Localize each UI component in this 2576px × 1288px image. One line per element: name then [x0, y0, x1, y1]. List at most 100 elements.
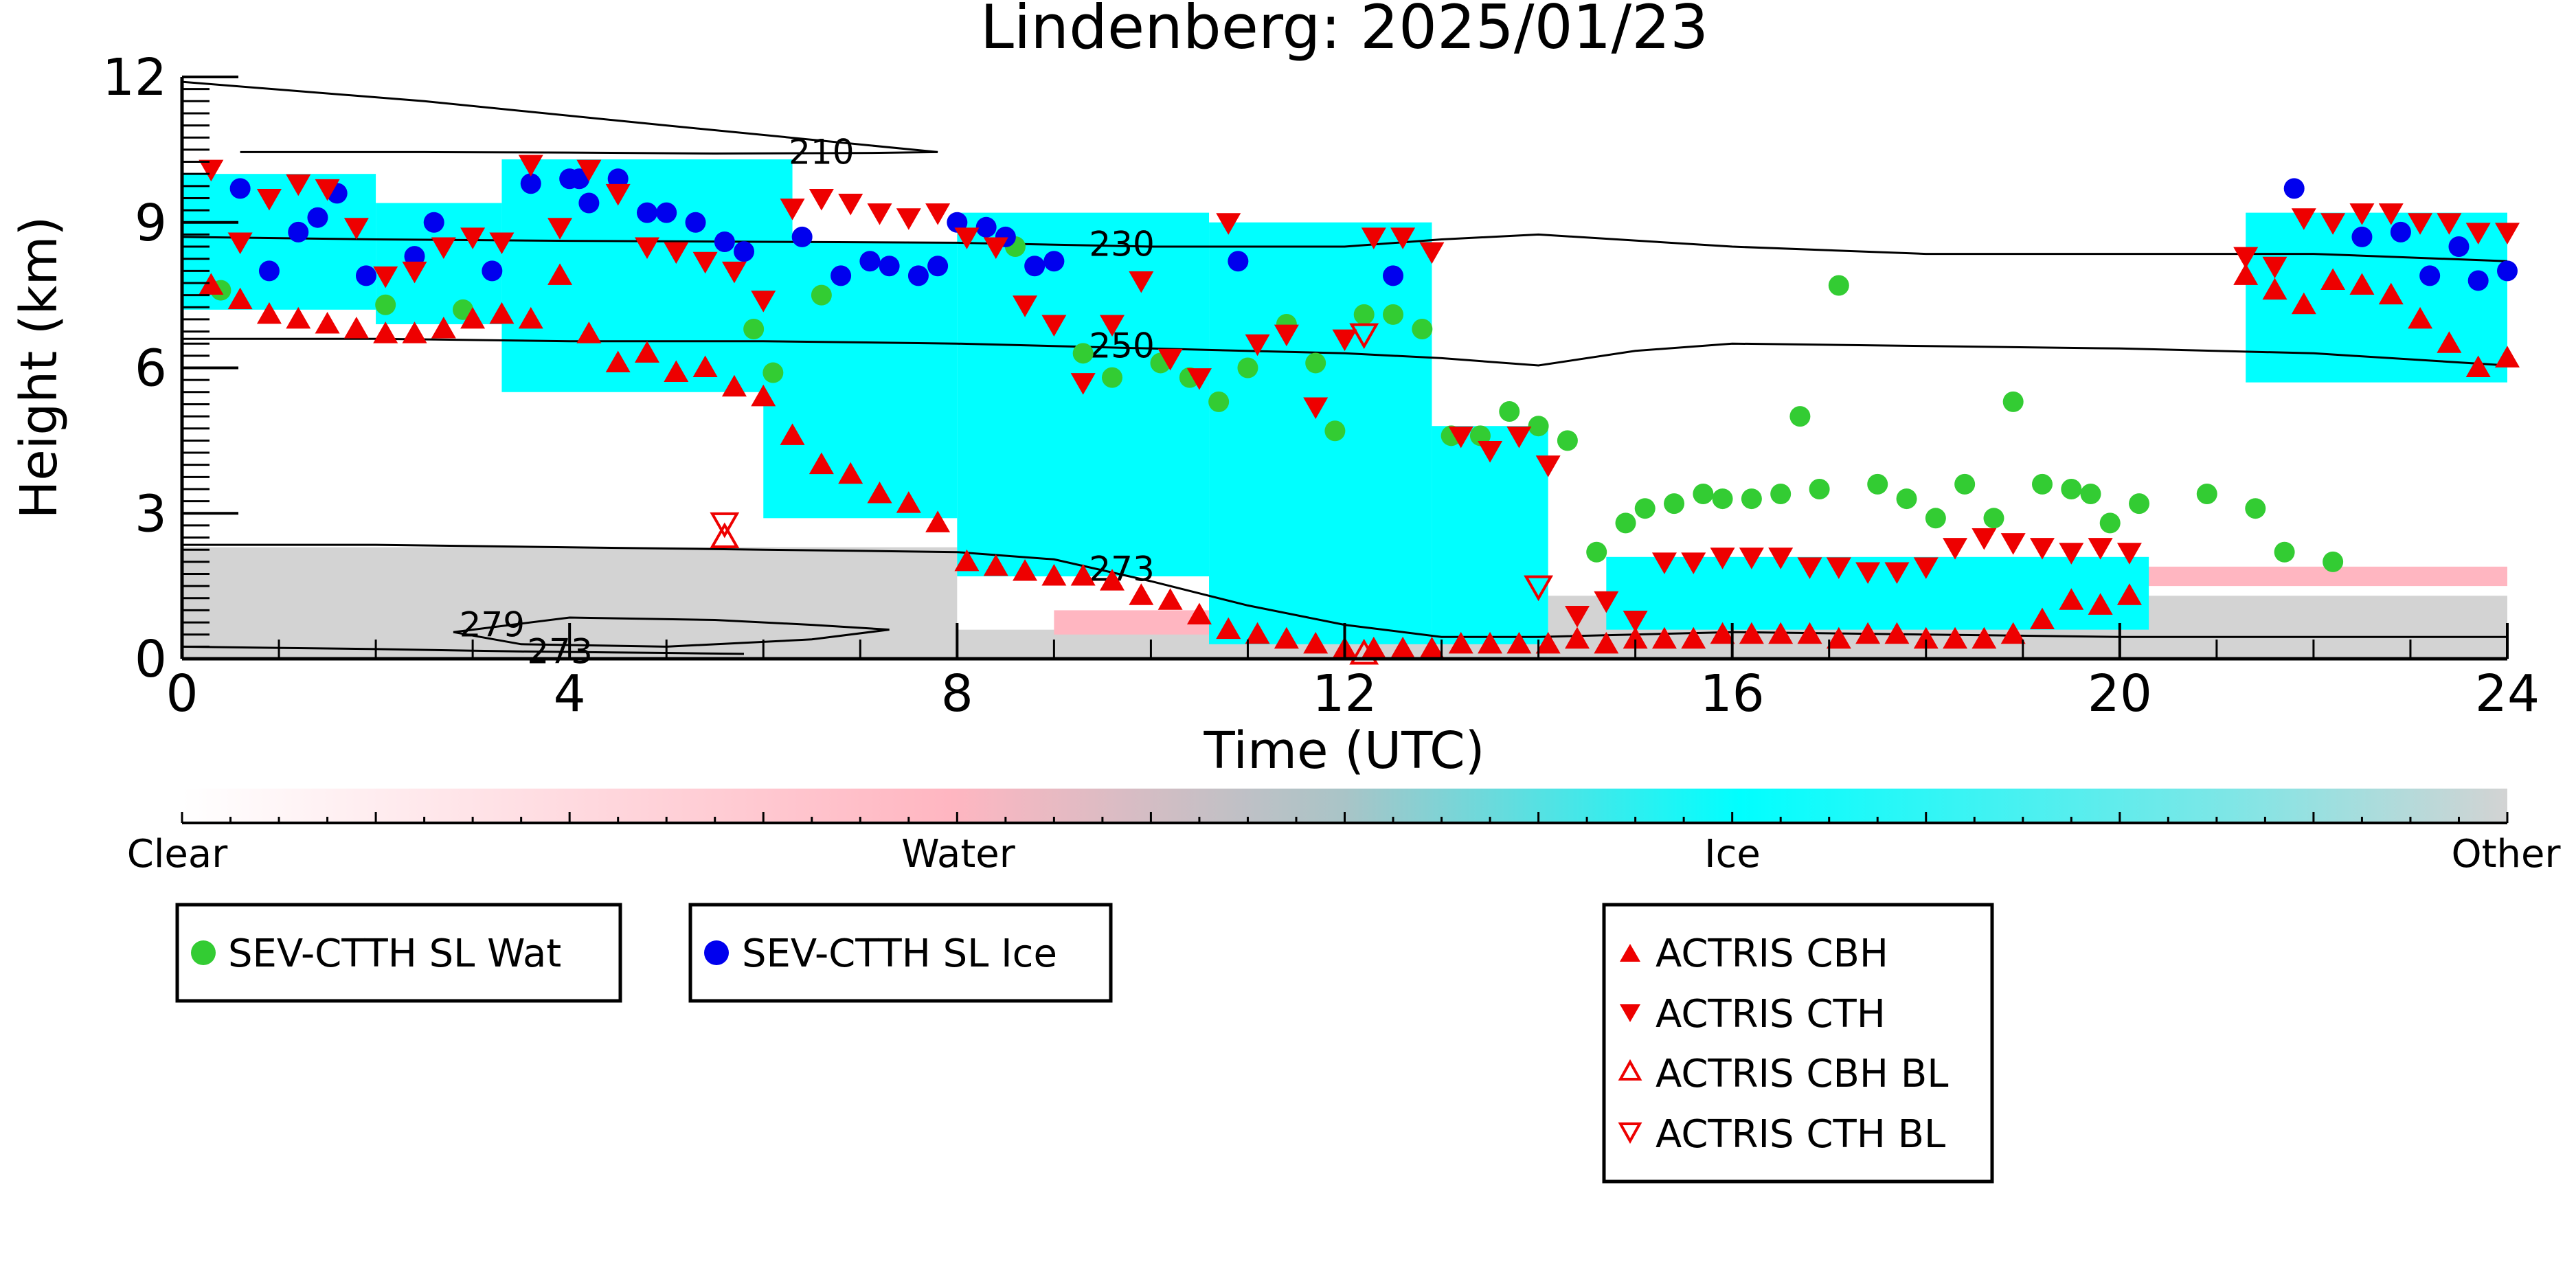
data-point [1925, 508, 1946, 529]
data-point [1448, 426, 1473, 449]
data-point [1884, 622, 1910, 644]
data-point [656, 202, 677, 223]
x-tick-label: 20 [2088, 664, 2152, 723]
data-point [2262, 278, 2287, 300]
data-point [1157, 348, 1183, 371]
data-point [2030, 538, 2055, 560]
data-point [685, 212, 706, 233]
data-point [2351, 226, 2373, 247]
data-point [831, 265, 852, 286]
data-point [2080, 484, 2101, 505]
data-point [2061, 478, 2082, 499]
legend-label-cth-bl: ACTRIS CTH BL [1656, 1112, 1945, 1157]
x-tick-label: 24 [2475, 664, 2540, 723]
data-point [1535, 631, 1561, 654]
data-point [2390, 221, 2411, 242]
data-point [2030, 607, 2055, 630]
data-point [2116, 583, 2142, 605]
data-point [2000, 622, 2026, 644]
data-point [1884, 562, 1910, 584]
ice-cloud-region [1606, 556, 2149, 630]
data-point [1828, 275, 1849, 296]
data-point [373, 266, 398, 289]
data-point [402, 261, 427, 284]
data-point [1024, 256, 1046, 277]
data-point [907, 265, 929, 286]
data-point [1971, 528, 1997, 550]
data-point [288, 221, 309, 242]
data-point [2419, 265, 2441, 286]
data-point [1208, 391, 1230, 412]
data-point [927, 256, 949, 277]
colorbar-label-water: Water [901, 832, 1016, 877]
data-point [576, 321, 602, 343]
colorbar-label-ice: Ice [1704, 832, 1761, 877]
data-point [859, 251, 881, 272]
data-point [2002, 391, 2024, 412]
data-point [1594, 631, 1619, 654]
data-point [1245, 622, 1270, 644]
data-point [1186, 368, 1212, 390]
data-point [1361, 227, 1386, 249]
data-point [1681, 552, 1706, 574]
data-point [896, 491, 921, 513]
data-point [1186, 602, 1212, 624]
data-point [307, 207, 328, 228]
data-point [1041, 315, 1067, 337]
data-point [879, 256, 900, 277]
isotherm-label: 230 [1089, 225, 1154, 264]
data-point [1129, 583, 1154, 605]
data-point [569, 168, 590, 190]
data-point [199, 273, 224, 295]
data-point [2196, 484, 2217, 505]
data-point [1535, 455, 1561, 477]
data-point [1390, 227, 1416, 249]
data-point [734, 241, 755, 262]
data-point [664, 242, 689, 264]
data-point [1157, 588, 1183, 610]
data-point [925, 203, 951, 225]
data-point [2465, 355, 2491, 377]
data-point [375, 294, 396, 315]
data-point [809, 452, 834, 475]
data-point [2000, 533, 2026, 555]
data-point [1478, 440, 1503, 463]
plot-area [182, 159, 2507, 659]
data-point [576, 159, 602, 182]
data-point [1274, 626, 1299, 649]
data-point [2495, 346, 2520, 368]
data-point [520, 173, 541, 194]
data-point [838, 462, 863, 484]
data-point [431, 237, 456, 260]
colorbar-label-clear: Clear [127, 832, 228, 877]
data-point [1954, 473, 1976, 495]
data-point [1324, 420, 1346, 442]
data-point [2465, 223, 2491, 245]
data-point [1332, 329, 1357, 352]
data-point [780, 199, 805, 221]
isotherm-label: 279 [460, 605, 525, 645]
data-point [1855, 562, 1881, 584]
data-point [373, 321, 398, 343]
data-point [2245, 498, 2266, 519]
data-point [1524, 575, 1554, 602]
data-point [2448, 236, 2470, 258]
data-point [637, 202, 657, 223]
legend-label-cbh: ACTRIS CBH [1656, 931, 1888, 976]
data-point [1419, 636, 1445, 659]
data-point [1041, 564, 1067, 586]
legend-marker-cbh-bl [1618, 1059, 1642, 1081]
data-point [2233, 263, 2259, 285]
data-point [1499, 401, 1520, 422]
data-point [1129, 271, 1154, 293]
data-point [2497, 260, 2518, 282]
data-point [1383, 265, 1404, 286]
data-point [1072, 343, 1094, 364]
data-point [1245, 334, 1270, 357]
data-point [1770, 484, 1792, 505]
data-point [1797, 622, 1822, 644]
data-point [2088, 593, 2113, 615]
data-point [954, 549, 980, 572]
data-point [1353, 304, 1375, 325]
data-point [1826, 626, 1851, 649]
